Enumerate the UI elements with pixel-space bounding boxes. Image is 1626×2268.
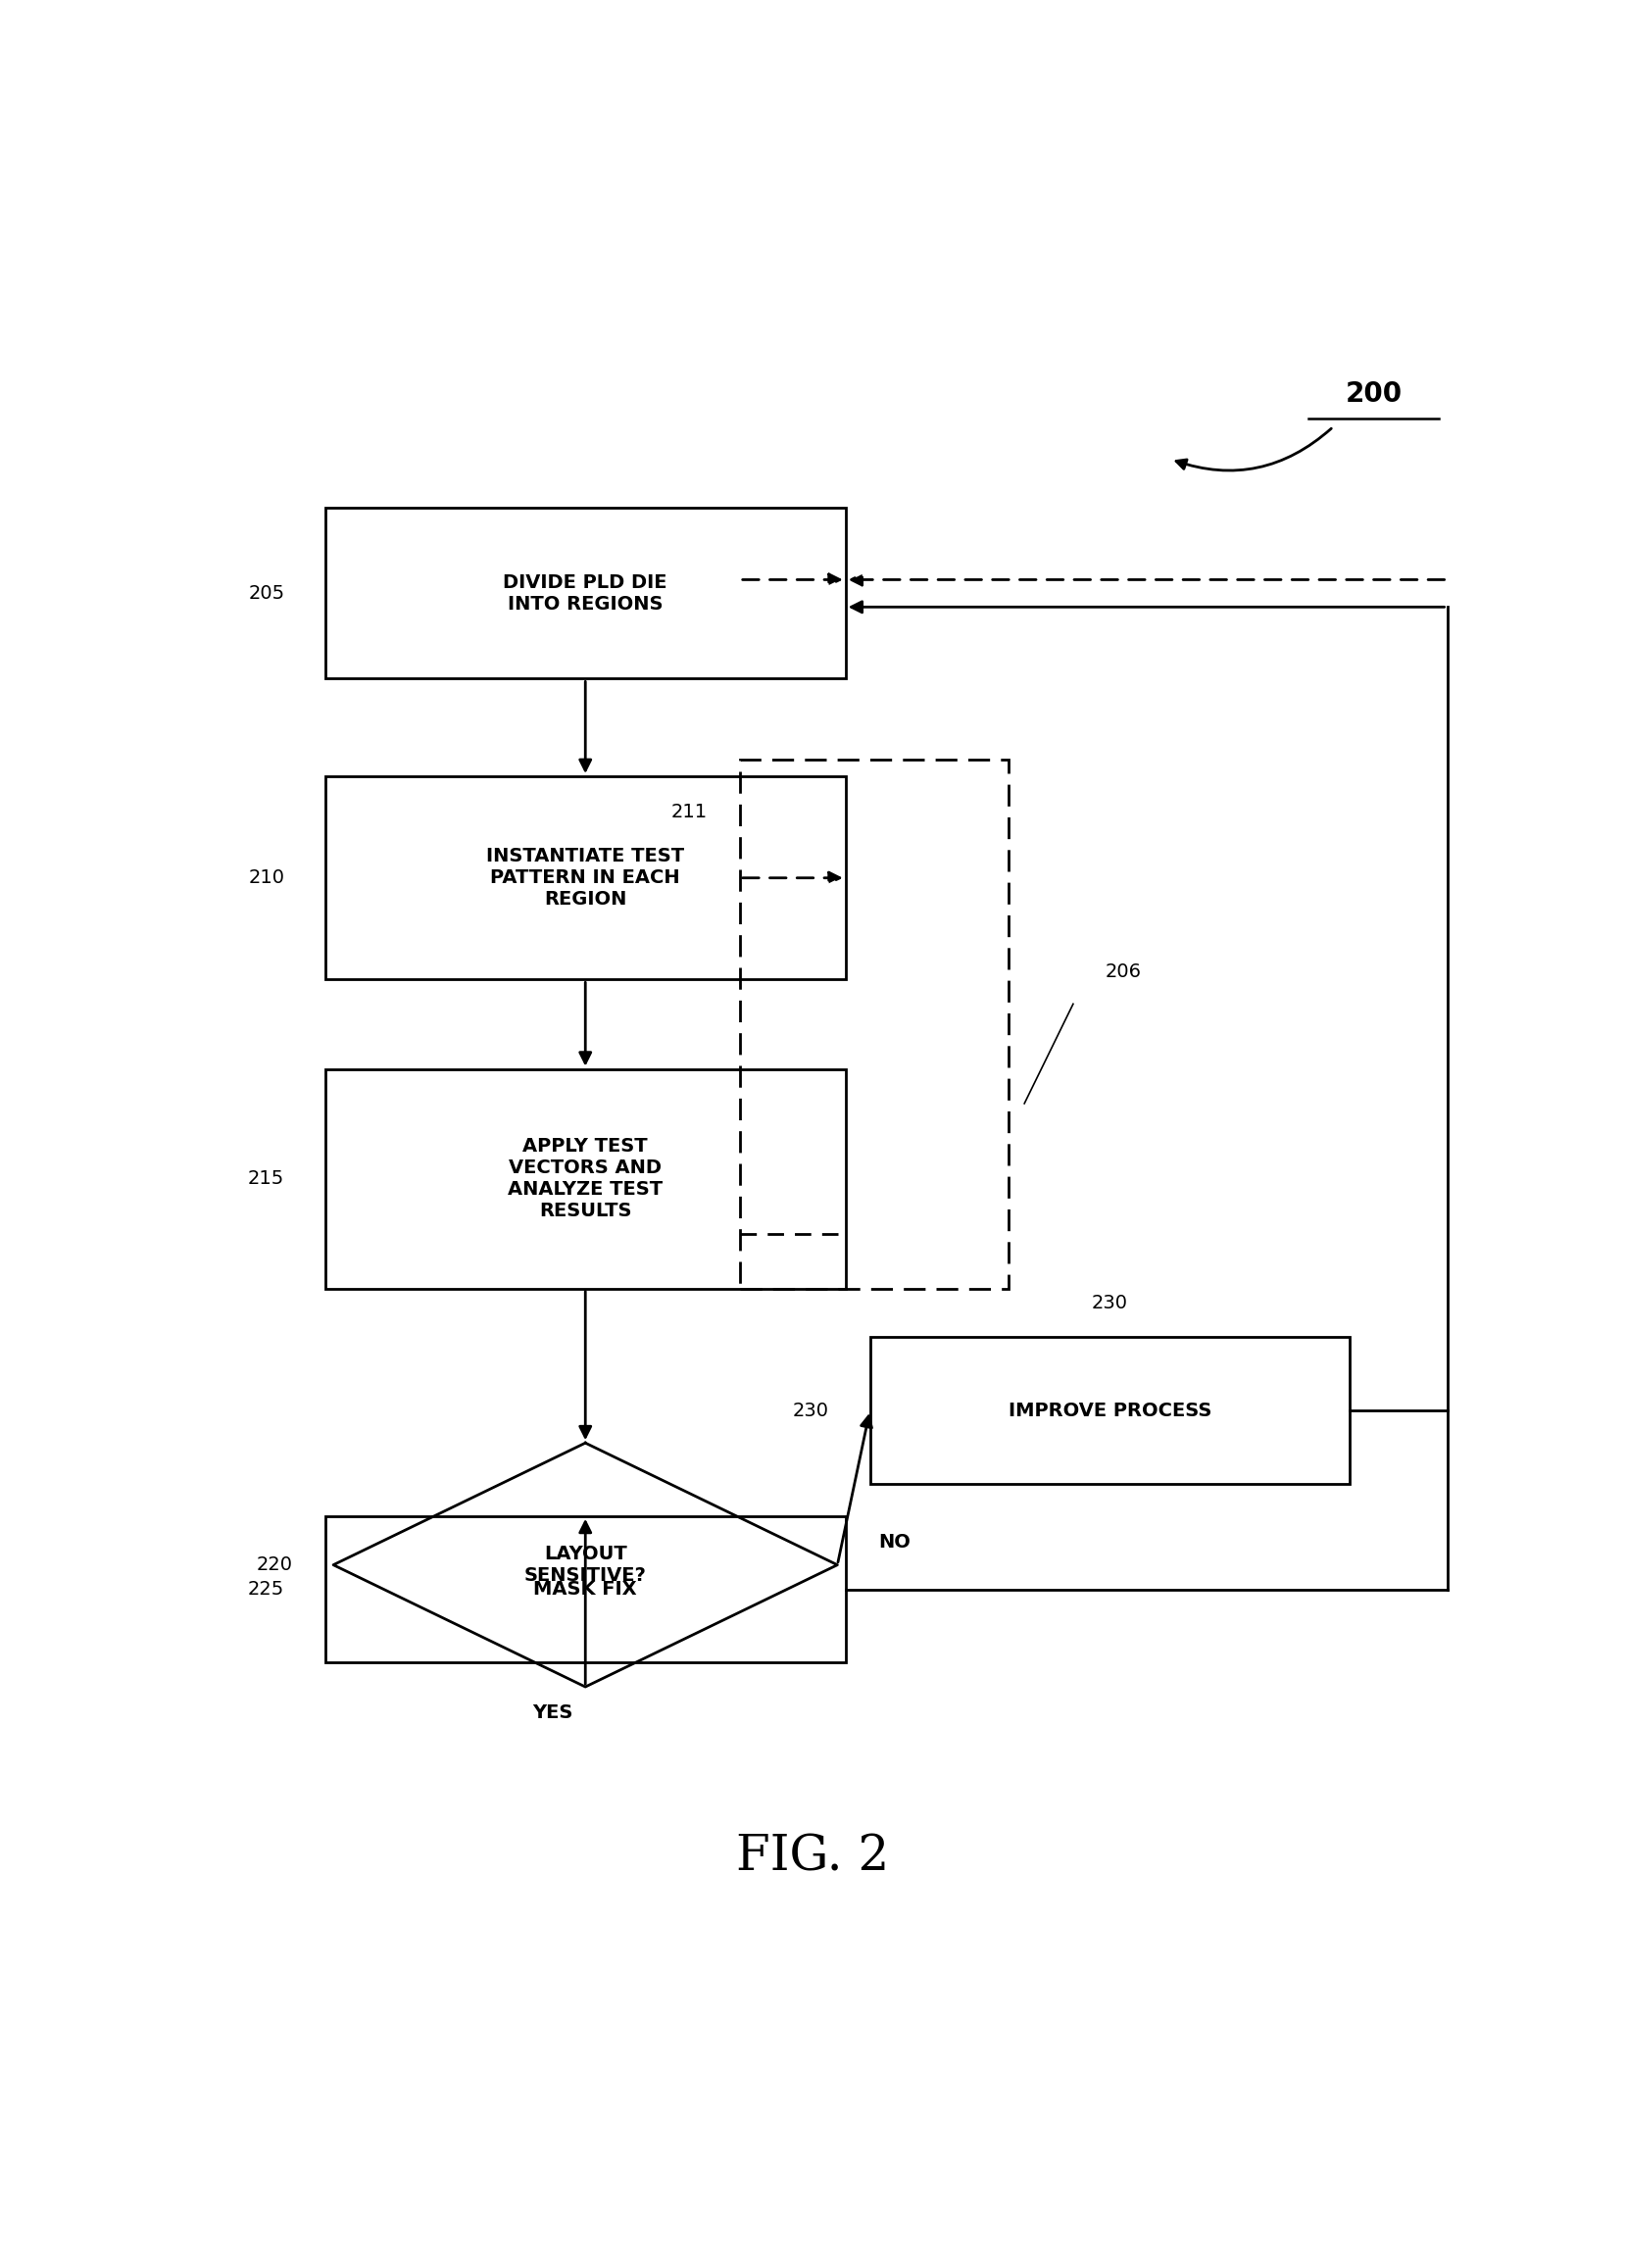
Polygon shape [333, 1442, 837, 1687]
Text: 220: 220 [257, 1556, 293, 1574]
Text: 230: 230 [1091, 1295, 1128, 1313]
FancyBboxPatch shape [870, 1338, 1350, 1483]
Text: FIG. 2: FIG. 2 [737, 1833, 889, 1882]
FancyBboxPatch shape [325, 1515, 846, 1662]
FancyBboxPatch shape [325, 776, 846, 980]
Text: 210: 210 [249, 869, 285, 887]
Text: MASK FIX: MASK FIX [533, 1581, 637, 1599]
Text: LAYOUT
SENSITIVE?: LAYOUT SENSITIVE? [524, 1545, 647, 1585]
Text: 206: 206 [1106, 962, 1141, 980]
FancyBboxPatch shape [325, 508, 846, 678]
Text: 225: 225 [249, 1581, 285, 1599]
FancyBboxPatch shape [325, 1068, 846, 1288]
Text: 211: 211 [672, 803, 707, 821]
Text: 230: 230 [793, 1402, 829, 1420]
Text: DIVIDE PLD DIE
INTO REGIONS: DIVIDE PLD DIE INTO REGIONS [504, 574, 667, 612]
Text: INSTANTIATE TEST
PATTERN IN EACH
REGION: INSTANTIATE TEST PATTERN IN EACH REGION [486, 846, 685, 909]
Text: 205: 205 [249, 585, 285, 603]
Text: NO: NO [878, 1533, 911, 1551]
Text: APPLY TEST
VECTORS AND
ANALYZE TEST
RESULTS: APPLY TEST VECTORS AND ANALYZE TEST RESU… [507, 1136, 663, 1220]
Text: 200: 200 [1345, 381, 1403, 408]
Text: YES: YES [533, 1703, 572, 1721]
Text: 215: 215 [249, 1170, 285, 1188]
Text: IMPROVE PROCESS: IMPROVE PROCESS [1008, 1402, 1211, 1420]
